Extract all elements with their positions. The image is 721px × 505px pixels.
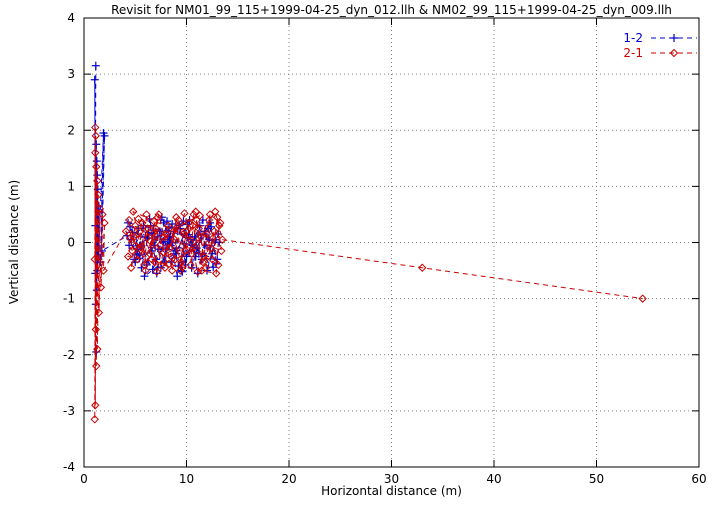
svg-text:40: 40 (486, 472, 501, 486)
svg-text:3: 3 (67, 67, 75, 81)
legend-label-2-1: 2-1 (623, 45, 643, 60)
svg-text:-2: -2 (63, 348, 75, 362)
grid (84, 18, 699, 467)
svg-text:30: 30 (384, 472, 399, 486)
chart-title: Revisit for NM01_99_115+1999-04-25_dyn_0… (111, 3, 672, 17)
svg-text:-4: -4 (63, 460, 75, 474)
svg-text:20: 20 (281, 472, 296, 486)
series-1-2 (90, 61, 224, 356)
plus-marker-sample-icon (651, 32, 697, 44)
x-axis-label: Horizontal distance (m) (321, 484, 462, 498)
legend-item-2-1: 2-1 (623, 45, 697, 60)
svg-text:-3: -3 (63, 404, 75, 418)
svg-text:2: 2 (67, 123, 75, 137)
svg-text:0: 0 (67, 236, 75, 250)
svg-text:-1: -1 (63, 292, 75, 306)
diamond-marker-sample-icon (651, 47, 697, 59)
svg-text:10: 10 (179, 472, 194, 486)
svg-text:60: 60 (691, 472, 706, 486)
legend-label-1-2: 1-2 (623, 30, 643, 45)
svg-text:1: 1 (67, 179, 75, 193)
legend: 1-2 2-1 (623, 30, 697, 60)
series-2-1 (90, 123, 647, 424)
svg-text:50: 50 (589, 472, 604, 486)
svg-text:0: 0 (80, 472, 88, 486)
legend-item-1-2: 1-2 (623, 30, 697, 45)
axes: 0 10 20 30 40 50 60 -4 -3 -2 -1 0 1 2 3 4 (63, 11, 707, 486)
svg-text:4: 4 (67, 11, 75, 25)
